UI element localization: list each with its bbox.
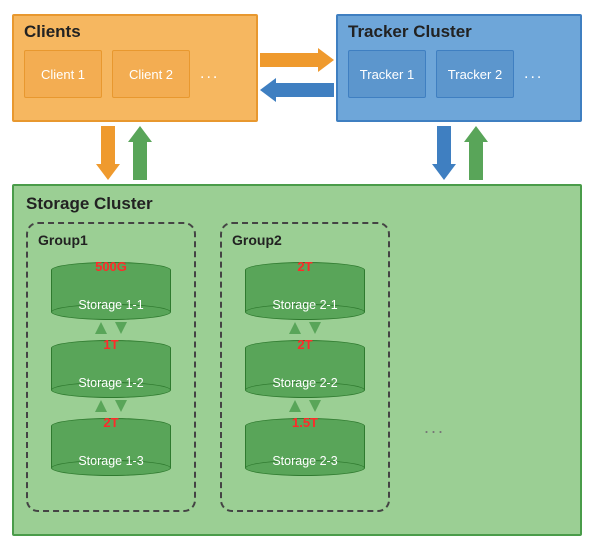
tracker-node: Tracker 2	[436, 50, 514, 98]
arrow-storage-to-tracker	[464, 126, 488, 180]
storage-disk: 2T Storage 2-2	[245, 340, 365, 398]
arrow-tracker-down	[432, 126, 456, 180]
clients-ellipsis: ...	[200, 65, 219, 83]
tracker-row: Tracker 1 Tracker 2 ...	[348, 50, 570, 98]
disk-label: Storage 1-3	[51, 454, 171, 468]
disk-capacity: 500G	[51, 259, 171, 274]
arrow-storage-to-clients	[128, 126, 152, 180]
storage-disk: 1T Storage 1-2	[51, 340, 171, 398]
tracker-ellipsis: ...	[524, 65, 543, 83]
storage-disk: 2T Storage 2-1	[245, 262, 365, 320]
arrow-clients-down	[96, 126, 120, 180]
group1-title: Group1	[38, 232, 184, 248]
storage-disk: 500G Storage 1-1	[51, 262, 171, 320]
disk-capacity: 2T	[245, 259, 365, 274]
group2: Group2 2T Storage 2-1 2T Storage 2-2	[220, 222, 390, 512]
storage-cluster: Storage Cluster Group1 500G Storage 1-1	[12, 184, 582, 536]
arrow-clients-to-tracker	[260, 48, 334, 72]
disk-label: Storage 2-3	[245, 454, 365, 468]
storage-title: Storage Cluster	[26, 194, 568, 214]
storage-disk: 1.5T Storage 2-3	[245, 418, 365, 476]
clients-cluster: Clients Client 1 Client 2 ...	[12, 14, 258, 122]
disk-label: Storage 2-1	[245, 298, 365, 312]
diagram-root: Clients Client 1 Client 2 ... Tracker Cl…	[0, 0, 595, 549]
disk-label: Storage 1-2	[51, 376, 171, 390]
disk-capacity: 1T	[51, 337, 171, 352]
client-node: Client 2	[112, 50, 190, 98]
disk-label: Storage 1-1	[51, 298, 171, 312]
group1: Group1 500G Storage 1-1 1T Storage 1-2	[26, 222, 196, 512]
sync-arrows-icon	[95, 400, 127, 416]
tracker-cluster: Tracker Cluster Tracker 1 Tracker 2 ...	[336, 14, 582, 122]
group1-disks: 500G Storage 1-1 1T Storage 1-2	[38, 254, 184, 484]
arrow-tracker-to-clients	[260, 78, 334, 102]
clients-row: Client 1 Client 2 ...	[24, 50, 246, 98]
tracker-node: Tracker 1	[348, 50, 426, 98]
disk-capacity: 2T	[245, 337, 365, 352]
storage-disk: 2T Storage 1-3	[51, 418, 171, 476]
disk-capacity: 1.5T	[245, 415, 365, 430]
client-node: Client 1	[24, 50, 102, 98]
group2-disks: 2T Storage 2-1 2T Storage 2-2	[232, 254, 378, 484]
tracker-title: Tracker Cluster	[348, 22, 570, 42]
groups-ellipsis: ...	[424, 417, 445, 438]
groups-row: Group1 500G Storage 1-1 1T Storage 1-2	[26, 222, 568, 512]
sync-arrows-icon	[289, 322, 321, 338]
disk-capacity: 2T	[51, 415, 171, 430]
disk-label: Storage 2-2	[245, 376, 365, 390]
sync-arrows-icon	[289, 400, 321, 416]
clients-title: Clients	[24, 22, 246, 42]
sync-arrows-icon	[95, 322, 127, 338]
group2-title: Group2	[232, 232, 378, 248]
